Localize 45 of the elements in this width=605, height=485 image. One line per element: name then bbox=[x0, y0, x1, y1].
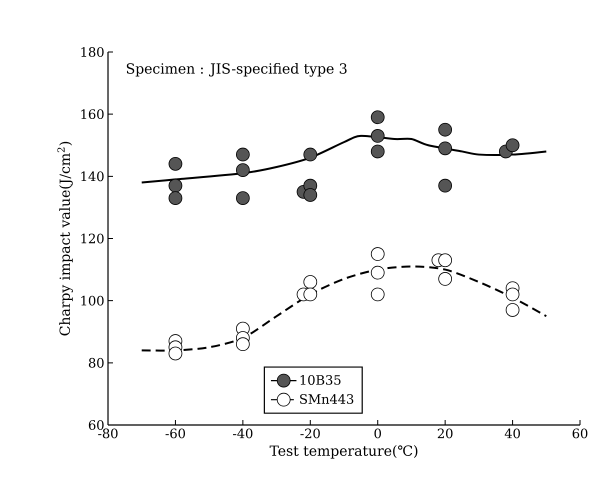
point bbox=[506, 138, 520, 152]
x-tick-label: -40 bbox=[233, 428, 252, 438]
y-tick-label: 100 bbox=[81, 296, 104, 306]
point bbox=[168, 178, 182, 193]
point bbox=[303, 188, 318, 202]
point bbox=[506, 288, 520, 302]
point bbox=[438, 122, 452, 137]
point bbox=[303, 148, 318, 162]
y-tick-label: 60 bbox=[88, 420, 104, 430]
point bbox=[438, 253, 452, 268]
y-tick-label: 120 bbox=[81, 234, 104, 244]
point bbox=[370, 144, 385, 158]
point bbox=[370, 129, 385, 143]
x-tick-label: 0 bbox=[374, 428, 381, 438]
point bbox=[168, 346, 182, 360]
y-tick-label: 140 bbox=[81, 171, 104, 182]
x-tick-label: 40 bbox=[504, 428, 520, 438]
point bbox=[438, 272, 452, 286]
y-tick-label: 180 bbox=[81, 47, 104, 57]
x-tick-label: -80 bbox=[98, 428, 118, 438]
point bbox=[168, 191, 182, 205]
point bbox=[168, 157, 182, 171]
point bbox=[236, 337, 250, 352]
x-tick-label: -20 bbox=[300, 428, 320, 438]
annotation: Specimen : JIS-specified type 3 bbox=[126, 62, 347, 77]
point bbox=[506, 303, 520, 317]
point bbox=[236, 148, 250, 162]
point bbox=[370, 247, 385, 261]
x-tick-label: -60 bbox=[166, 428, 185, 438]
y-axis-title: Charpy impact value(J/cm$^{2}$) bbox=[57, 142, 73, 336]
x-tick-label: 60 bbox=[572, 428, 588, 438]
legend-label: 10B35 bbox=[300, 375, 341, 385]
y-tick-label: 80 bbox=[88, 358, 104, 368]
point bbox=[438, 141, 452, 156]
point bbox=[438, 178, 452, 193]
point bbox=[370, 266, 385, 280]
point bbox=[370, 110, 385, 124]
legend-label: SMn443 bbox=[300, 394, 354, 404]
y-tick-label: 160 bbox=[81, 109, 104, 120]
point bbox=[370, 288, 385, 302]
point bbox=[236, 191, 250, 205]
point bbox=[236, 163, 250, 177]
x-axis-title: Test temperature(℃) bbox=[270, 445, 418, 459]
point bbox=[303, 288, 318, 302]
x-tick-label: 20 bbox=[438, 428, 453, 438]
